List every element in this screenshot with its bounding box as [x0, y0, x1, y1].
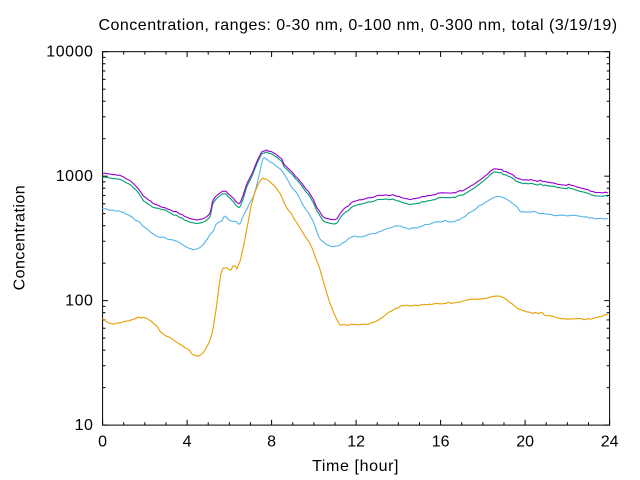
- svg-text:24: 24: [601, 434, 619, 451]
- svg-text:Concentration, ranges: 0-30 nm: Concentration, ranges: 0-30 nm, 0-100 nm…: [98, 17, 617, 34]
- svg-text:Time [hour]: Time [hour]: [312, 458, 399, 475]
- svg-text:8: 8: [267, 434, 276, 451]
- svg-text:Concentration: Concentration: [12, 185, 29, 290]
- svg-text:4: 4: [183, 434, 192, 451]
- svg-text:20: 20: [516, 434, 534, 451]
- svg-text:16: 16: [432, 434, 450, 451]
- svg-text:100: 100: [65, 293, 93, 310]
- svg-text:1000: 1000: [56, 168, 94, 185]
- svg-text:10000: 10000: [46, 44, 93, 61]
- svg-text:12: 12: [347, 434, 365, 451]
- svg-text:10: 10: [75, 417, 94, 434]
- svg-text:0: 0: [98, 434, 107, 451]
